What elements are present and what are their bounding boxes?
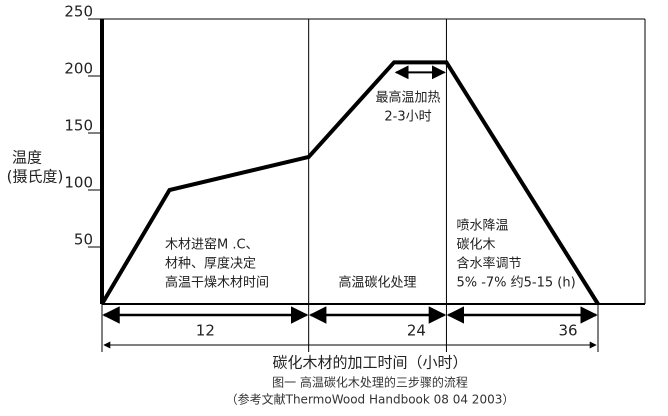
y-axis-label: (摄氏度) bbox=[7, 168, 64, 186]
y-tick-label: 150 bbox=[64, 117, 93, 135]
y-tick-label: 50 bbox=[74, 231, 93, 249]
phase-label: 12 bbox=[196, 322, 215, 340]
y-tick-label: 250 bbox=[64, 3, 93, 21]
phase-text: 碳化木 bbox=[456, 238, 495, 253]
phase-text: 材种、厚度决定 bbox=[165, 256, 256, 272]
y-tick-label: 100 bbox=[64, 174, 93, 192]
phase-text: 喷水降温 bbox=[456, 219, 508, 234]
y-axis-label: 温度 bbox=[12, 149, 42, 167]
caption: （参考文献ThermoWood Handbook 08 04 2003） bbox=[226, 392, 515, 407]
phase-label: 36 bbox=[558, 322, 577, 340]
x-axis-label: 碳化木材的加工时间（小时） bbox=[272, 354, 467, 372]
y-tick-label: 200 bbox=[64, 60, 93, 78]
phase-text: 5% -7% 约5-15 (h) bbox=[456, 276, 575, 291]
peak-annotation: 2-3小时 bbox=[384, 110, 431, 125]
phase-text: 含水率调节 bbox=[456, 256, 521, 272]
phase-text: 高温碳化处理 bbox=[339, 275, 417, 291]
peak-annotation: 最高温加热 bbox=[375, 90, 440, 106]
phase-text: 木材进窑M .C、 bbox=[165, 237, 259, 253]
phase-label: 24 bbox=[407, 322, 426, 340]
phase-text: 高温干燥木材时间 bbox=[165, 275, 269, 291]
caption: 图一 高温碳化木处理的三步骤的流程 bbox=[272, 375, 468, 390]
temperature-line bbox=[100, 60, 600, 306]
